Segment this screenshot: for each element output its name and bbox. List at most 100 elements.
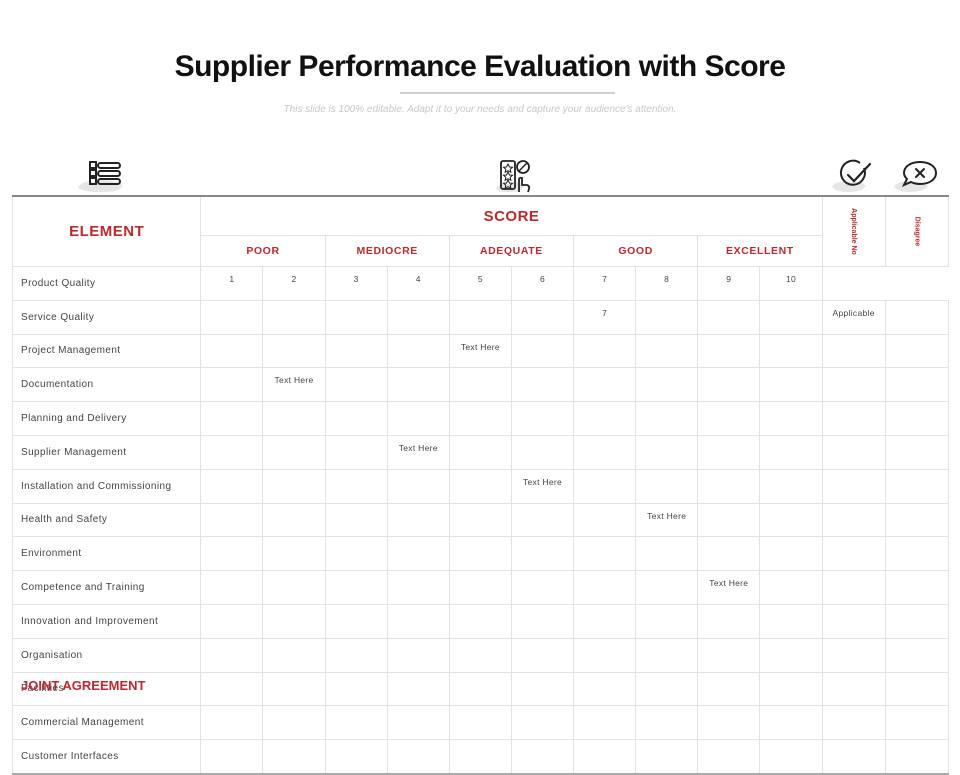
table-cell[interactable] xyxy=(759,401,823,436)
table-cell[interactable] xyxy=(510,570,575,605)
table-cell[interactable] xyxy=(200,367,264,403)
table-cell[interactable] xyxy=(324,570,388,605)
table-cell[interactable] xyxy=(448,536,512,572)
table-cell[interactable] xyxy=(324,671,388,707)
table-cell[interactable] xyxy=(200,570,264,605)
table-cell[interactable] xyxy=(573,367,637,403)
table-cell[interactable] xyxy=(884,705,950,741)
table-cell[interactable] xyxy=(510,705,575,741)
table-cell[interactable] xyxy=(821,603,886,639)
table-cell[interactable] xyxy=(324,468,388,504)
table-cell[interactable] xyxy=(573,536,637,572)
table-cell[interactable] xyxy=(200,434,264,470)
table-cell[interactable] xyxy=(324,705,388,741)
table-cell[interactable] xyxy=(635,536,699,572)
table-cell[interactable]: 5 xyxy=(448,266,512,301)
table-cell[interactable] xyxy=(386,570,450,605)
table-cell[interactable] xyxy=(262,739,326,775)
table-cell[interactable] xyxy=(635,468,699,504)
table-cell[interactable] xyxy=(262,434,326,470)
table-cell[interactable] xyxy=(448,570,512,605)
table-cell[interactable] xyxy=(635,434,699,470)
table-cell[interactable] xyxy=(821,570,886,605)
table-cell[interactable] xyxy=(448,299,512,335)
table-cell[interactable] xyxy=(448,367,512,403)
table-cell[interactable] xyxy=(510,536,575,572)
table-cell[interactable] xyxy=(510,603,575,639)
table-cell[interactable] xyxy=(697,367,761,403)
table-cell[interactable] xyxy=(510,637,575,673)
table-cell[interactable] xyxy=(510,401,575,436)
table-cell[interactable] xyxy=(697,671,761,707)
table-cell[interactable] xyxy=(448,502,512,538)
table-cell[interactable] xyxy=(884,637,950,673)
table-cell[interactable] xyxy=(573,570,637,605)
table-cell[interactable] xyxy=(262,299,326,335)
table-cell[interactable] xyxy=(324,536,388,572)
table-cell[interactable] xyxy=(324,401,388,436)
table-cell[interactable] xyxy=(324,367,388,403)
table-cell[interactable] xyxy=(448,637,512,673)
table-cell[interactable] xyxy=(759,671,823,707)
table-cell[interactable] xyxy=(448,401,512,436)
table-cell[interactable]: 1 xyxy=(200,266,264,301)
table-cell[interactable] xyxy=(510,434,575,470)
table-cell[interactable] xyxy=(448,434,512,470)
table-cell[interactable] xyxy=(324,333,388,369)
table-cell[interactable] xyxy=(884,570,950,605)
table-cell[interactable] xyxy=(884,536,950,572)
table-cell[interactable] xyxy=(510,739,575,775)
table-cell[interactable] xyxy=(759,434,823,470)
table-cell[interactable] xyxy=(324,603,388,639)
table-cell[interactable] xyxy=(386,502,450,538)
table-cell[interactable] xyxy=(262,536,326,572)
table-cell[interactable] xyxy=(884,468,950,504)
table-cell[interactable] xyxy=(448,468,512,504)
table-cell[interactable] xyxy=(635,333,699,369)
table-cell[interactable]: 4 xyxy=(386,266,450,301)
table-cell[interactable] xyxy=(821,637,886,673)
table-cell[interactable] xyxy=(386,603,450,639)
table-cell[interactable] xyxy=(200,333,264,369)
table-cell[interactable] xyxy=(759,468,823,504)
table-cell[interactable] xyxy=(635,367,699,403)
table-cell[interactable] xyxy=(573,739,637,775)
table-cell[interactable] xyxy=(324,434,388,470)
table-cell[interactable] xyxy=(759,570,823,605)
table-cell[interactable] xyxy=(759,705,823,741)
table-cell[interactable] xyxy=(884,333,950,369)
table-cell[interactable] xyxy=(884,367,950,403)
table-cell[interactable] xyxy=(386,333,450,369)
table-cell[interactable] xyxy=(884,739,950,775)
table-cell[interactable] xyxy=(573,637,637,673)
table-cell[interactable] xyxy=(635,299,699,335)
table-cell[interactable]: Text Here xyxy=(262,367,326,403)
table-cell[interactable] xyxy=(200,502,264,538)
table-cell[interactable] xyxy=(510,299,575,335)
table-cell[interactable] xyxy=(448,739,512,775)
table-cell[interactable] xyxy=(697,333,761,369)
table-cell[interactable] xyxy=(697,536,761,572)
table-cell[interactable] xyxy=(324,739,388,775)
table-cell[interactable] xyxy=(262,570,326,605)
table-cell[interactable]: 10 xyxy=(759,266,823,301)
table-cell[interactable] xyxy=(884,671,950,707)
table-cell[interactable] xyxy=(697,468,761,504)
table-cell[interactable] xyxy=(386,739,450,775)
table-cell[interactable] xyxy=(635,570,699,605)
table-cell[interactable] xyxy=(262,333,326,369)
table-cell[interactable] xyxy=(386,671,450,707)
table-cell[interactable] xyxy=(697,637,761,673)
table-cell[interactable] xyxy=(324,637,388,673)
table-cell[interactable] xyxy=(510,502,575,538)
table-cell[interactable] xyxy=(821,705,886,741)
table-cell[interactable]: 7 xyxy=(573,266,637,301)
table-cell[interactable]: Text Here xyxy=(448,333,512,369)
table-cell[interactable] xyxy=(697,299,761,335)
table-cell[interactable] xyxy=(635,739,699,775)
table-cell[interactable]: 6 xyxy=(510,266,575,301)
table-cell[interactable] xyxy=(821,367,886,403)
table-cell[interactable] xyxy=(510,367,575,403)
table-cell[interactable] xyxy=(821,502,886,538)
table-cell[interactable] xyxy=(821,739,886,775)
